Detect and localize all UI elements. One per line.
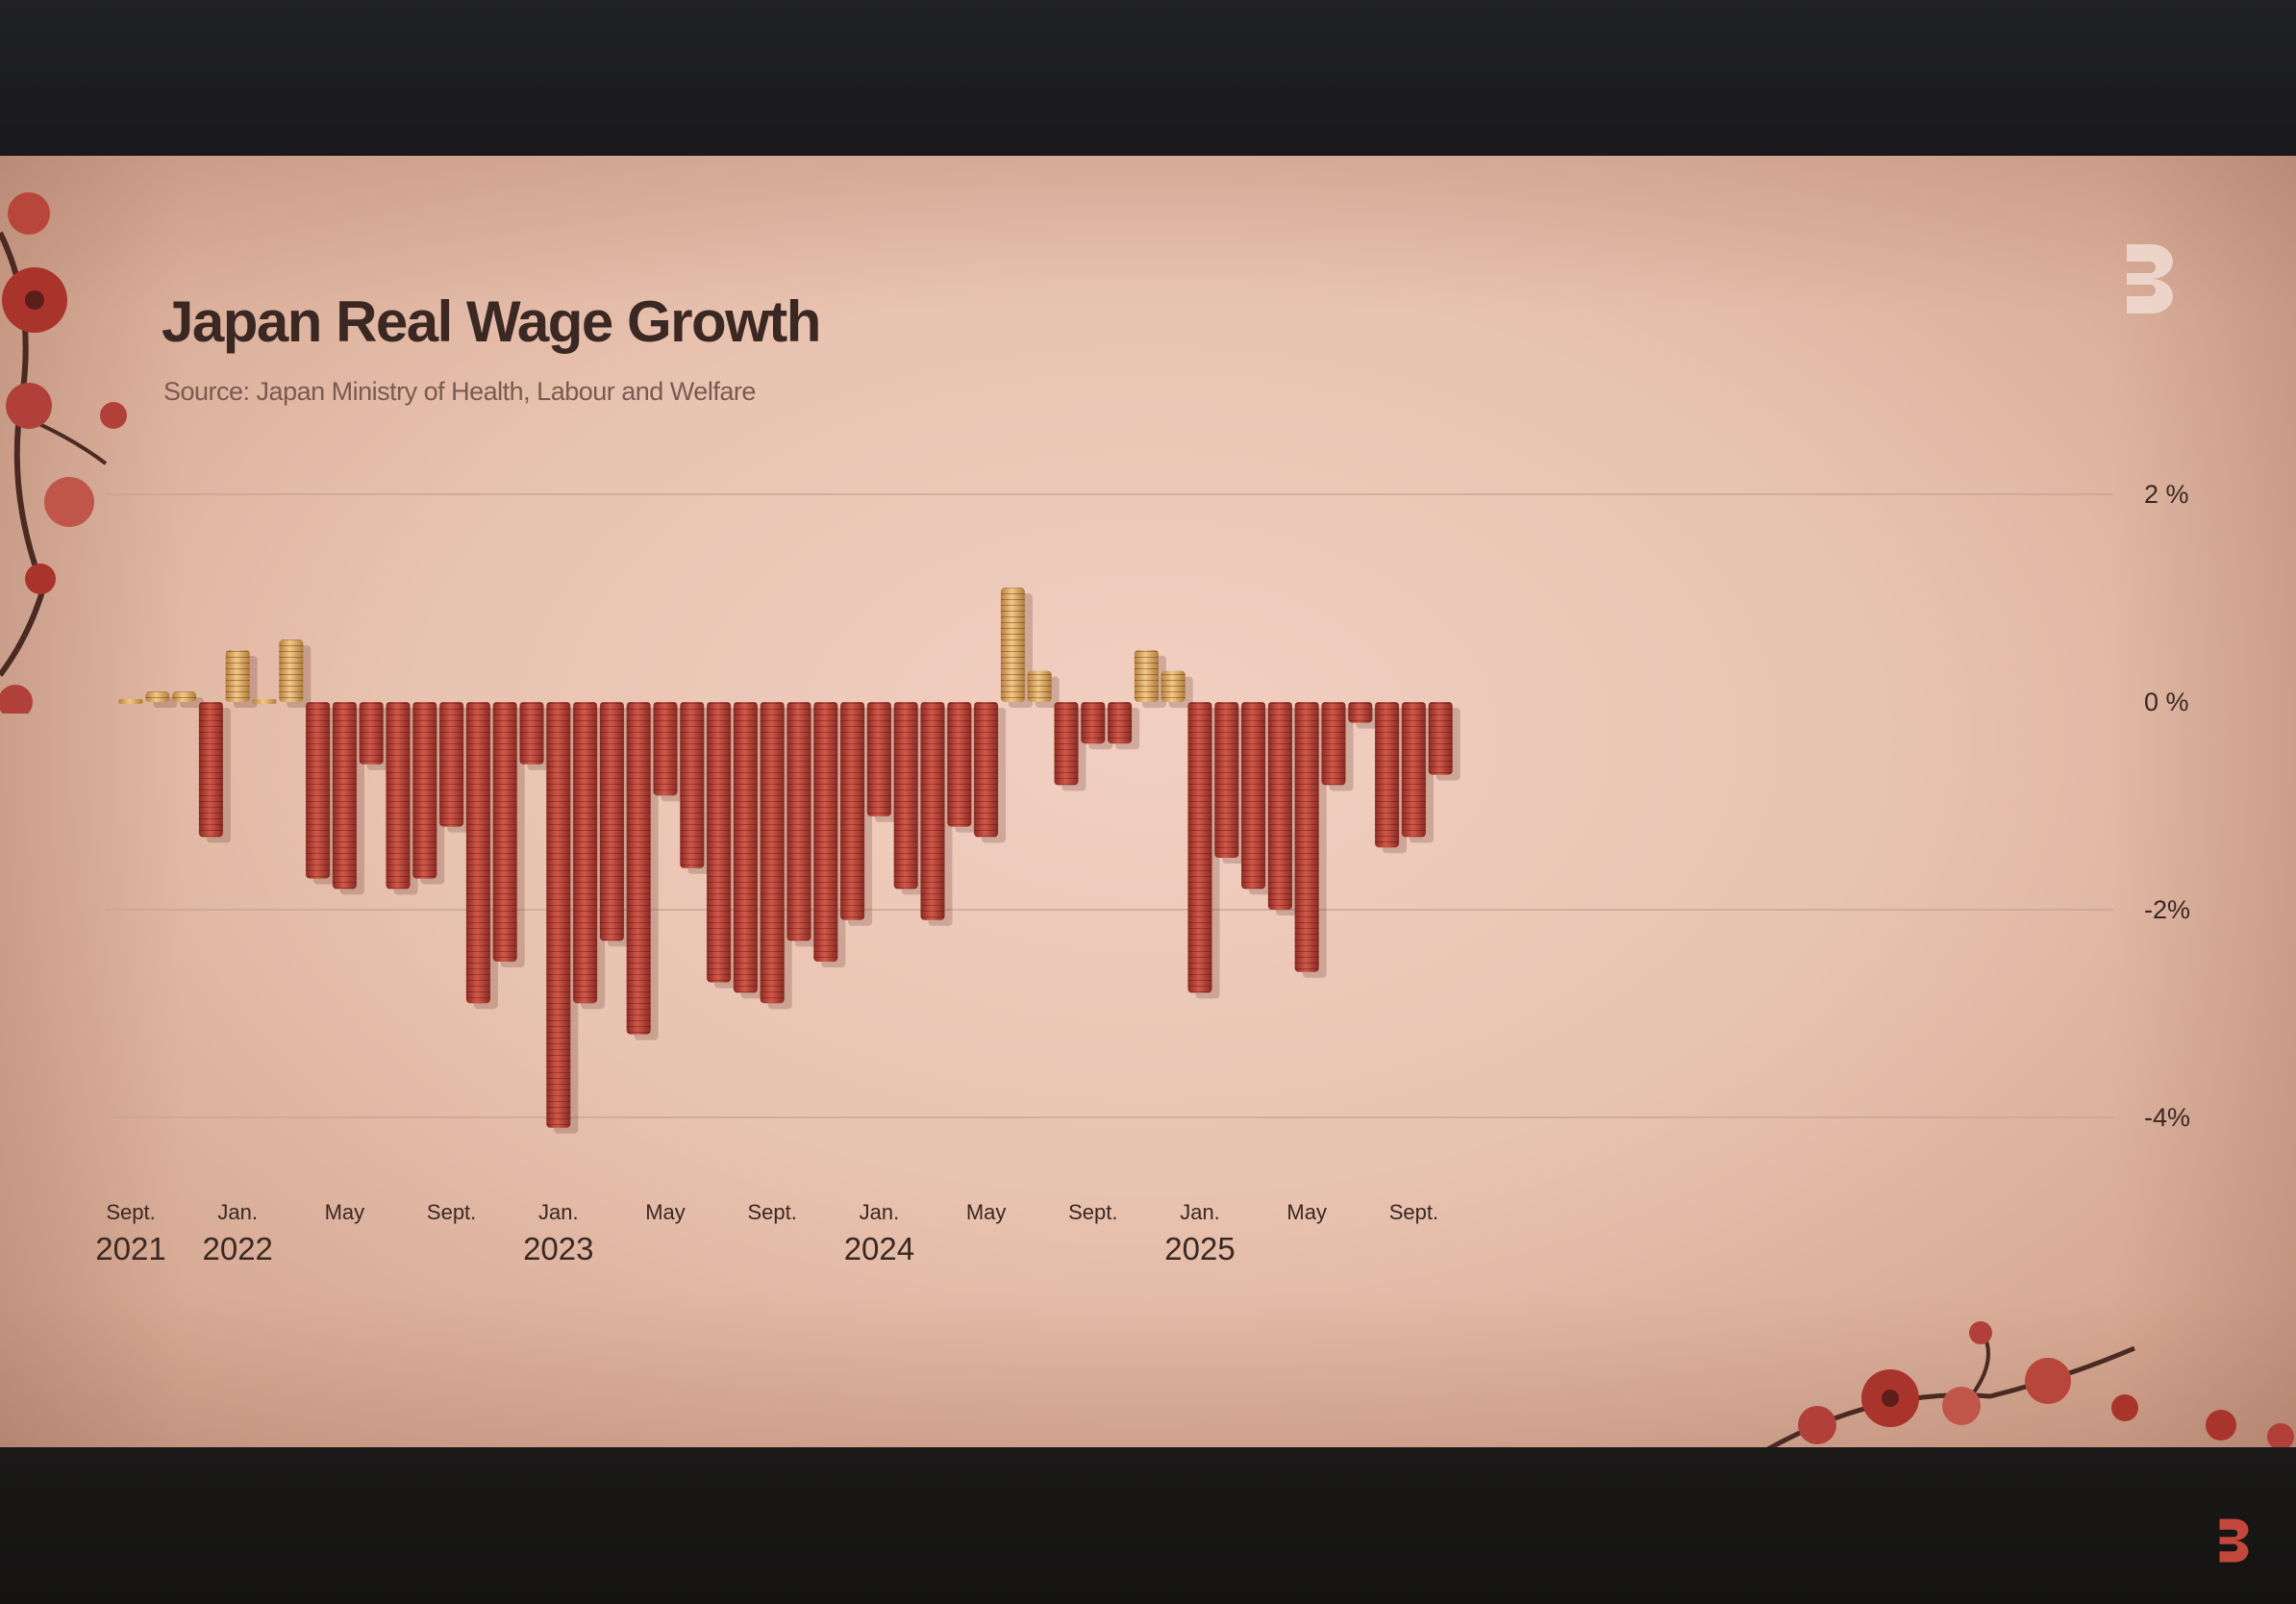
- chart-source: Source: Japan Ministry of Health, Labour…: [163, 377, 756, 406]
- bar: [866, 702, 899, 822]
- x-tick-month-label: Sept.: [1068, 1200, 1117, 1224]
- b-logo-icon: [2127, 244, 2173, 313]
- bar: [1375, 702, 1408, 854]
- bar: [1027, 670, 1060, 708]
- plum-blossom-icon: [1766, 1321, 2138, 1447]
- plum-blossom-icon: [0, 192, 127, 714]
- x-axis-labels: Sept. 2021 Jan. 2022 May Sept. Jan. 2023 May Sept…: [95, 1200, 1438, 1266]
- x-tick-year-label: 2025: [1164, 1231, 1235, 1266]
- bar: [974, 702, 1007, 843]
- y-axis-labels: 2 % 0 % -2% -4%: [2144, 480, 2190, 1132]
- bar: [893, 702, 926, 895]
- bar: [1428, 702, 1460, 781]
- bottom-frame-bar: [0, 1447, 2296, 1604]
- y-tick-label: -4%: [2144, 1103, 2190, 1132]
- x-tick-year-label: 2022: [202, 1231, 272, 1266]
- bar: [1054, 702, 1086, 791]
- x-tick-month-label: Jan.: [217, 1200, 258, 1224]
- bar: [626, 702, 659, 1040]
- x-tick-month-label: May: [966, 1200, 1007, 1224]
- bar: [733, 702, 765, 999]
- bar: [1267, 702, 1300, 915]
- bar: [198, 702, 231, 843]
- y-tick-label: 0 %: [2144, 688, 2189, 716]
- bar: [465, 702, 498, 1010]
- bar: [680, 702, 712, 874]
- x-tick-month-label: May: [325, 1200, 365, 1224]
- bar: [359, 702, 391, 770]
- x-tick-month-label: Jan.: [860, 1200, 900, 1224]
- x-tick-month-label: May: [1286, 1200, 1327, 1224]
- b-logo-icon: [2219, 1518, 2249, 1563]
- y-tick-label: -2%: [2144, 895, 2190, 924]
- bar: [1160, 670, 1193, 708]
- bar: [412, 702, 445, 885]
- x-tick-month-label: Sept.: [748, 1200, 797, 1224]
- bar: [840, 702, 873, 926]
- bar: [546, 702, 579, 1134]
- bar: [1241, 702, 1274, 895]
- bar: [786, 702, 819, 947]
- bar: [573, 702, 606, 1010]
- bar: [707, 702, 739, 989]
- bar-chart: 2 % 0 % -2% -4% Sept. 2021 Jan. 2022 May Sept. Ja…: [95, 480, 2190, 1266]
- panel-vignette: [0, 156, 2296, 1447]
- x-tick-month-label: Jan.: [1180, 1200, 1220, 1224]
- x-tick-month-label: Sept.: [1389, 1200, 1438, 1224]
- bar: [306, 702, 338, 885]
- gridlines: [106, 493, 2113, 1118]
- x-tick-month-label: Jan.: [538, 1200, 579, 1224]
- top-frame-bar: [0, 0, 2296, 156]
- x-tick-year-label: 2021: [95, 1231, 165, 1266]
- chart-title: Japan Real Wage Growth: [162, 289, 821, 354]
- x-tick-month-label: Sept.: [106, 1200, 155, 1224]
- bar: [118, 699, 143, 704]
- bar: [252, 699, 277, 704]
- bar: [1294, 702, 1327, 978]
- bars: [118, 588, 1460, 1134]
- bar: [439, 702, 472, 833]
- bar: [813, 702, 846, 967]
- bar: [947, 702, 980, 833]
- bar: [1321, 702, 1354, 791]
- bar: [1134, 650, 1166, 708]
- bar: [1108, 702, 1140, 750]
- x-tick-month-label: Sept.: [427, 1200, 476, 1224]
- bar: [760, 702, 792, 1010]
- bar: [1187, 702, 1220, 999]
- bar: [1401, 702, 1434, 843]
- bar: [492, 702, 525, 967]
- chart-panel: Japan Real Wage Growth Source: Japan Min…: [0, 156, 2296, 1447]
- bar: [1214, 702, 1247, 864]
- bar: [1081, 702, 1113, 750]
- bar: [519, 702, 552, 770]
- bar: [599, 702, 632, 947]
- bar: [386, 702, 418, 895]
- x-tick-year-label: 2024: [844, 1231, 914, 1266]
- bar: [1000, 588, 1033, 708]
- bar: [1348, 702, 1381, 729]
- y-tick-label: 2 %: [2144, 480, 2189, 509]
- x-tick-month-label: May: [645, 1200, 686, 1224]
- bar: [145, 691, 178, 708]
- x-tick-year-label: 2023: [523, 1231, 593, 1266]
- plum-blossom-icon: [2206, 1410, 2294, 1447]
- bar: [172, 691, 205, 708]
- bar: [332, 702, 364, 895]
- bar: [279, 639, 312, 708]
- bar: [653, 702, 686, 802]
- bar: [920, 702, 953, 926]
- bar: [225, 650, 258, 708]
